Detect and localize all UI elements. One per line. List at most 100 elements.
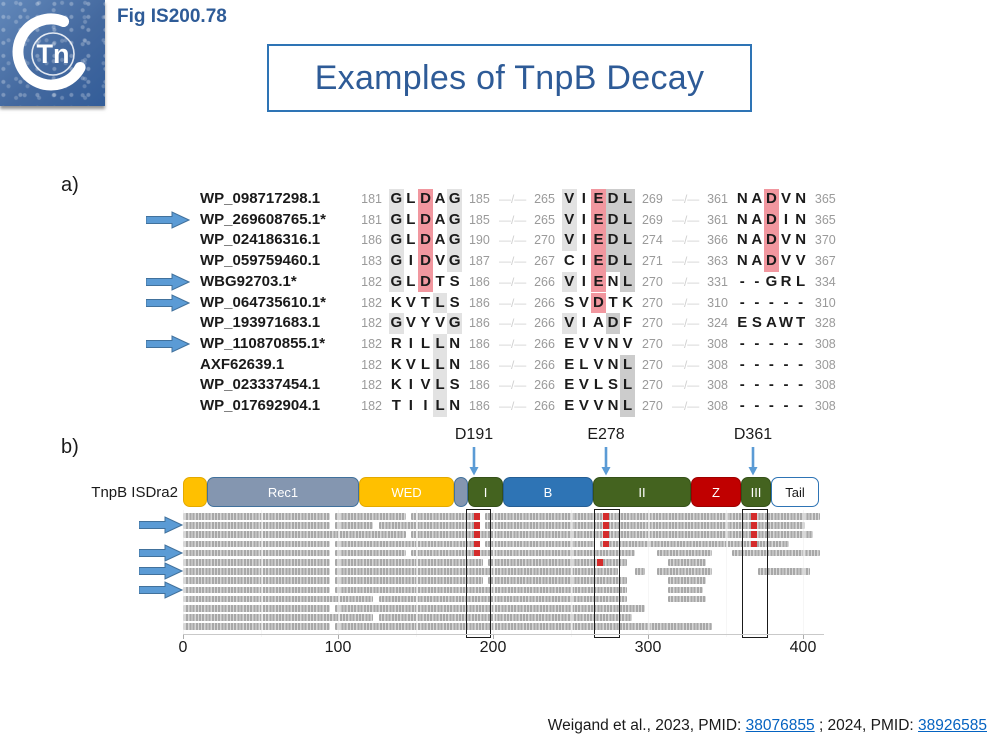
residue-cell: - [798, 334, 804, 352]
gridline-overlay [648, 510, 650, 637]
residue-column-box [742, 509, 768, 638]
coverage-segment [335, 586, 627, 594]
residue-block: ----- [735, 334, 808, 355]
coverage-segment [411, 531, 603, 538]
residue-cell: V [622, 334, 633, 352]
coverage-segment [183, 614, 373, 621]
residue-cell: - [768, 293, 774, 311]
residue-number: 190 [468, 233, 490, 248]
residue-cell: - [754, 397, 760, 414]
pmid-link-2023[interactable]: 38076855 [745, 717, 815, 734]
alignment-row: WP_193971683.1 182 G V Y V G 186 —/— 266 V I A D F 270—… [200, 313, 845, 334]
residue-cell: R [780, 272, 792, 290]
gridline-overlay [415, 510, 418, 637]
gridline-overlay [183, 510, 185, 637]
homolog-coverage-tracks [183, 509, 838, 638]
domain-iii: III [741, 477, 771, 507]
residue-number: 186 [468, 274, 490, 289]
residue-number: 182 [361, 399, 382, 413]
residue-column-box [466, 509, 491, 638]
coverage-segment [335, 540, 480, 548]
residue-cell: S [564, 293, 575, 311]
residue-cell: V [578, 334, 589, 352]
residue-cell: - [798, 355, 804, 373]
alignment-break-icon: —/— [671, 254, 700, 269]
residue-number: 182 [361, 295, 382, 310]
residue-number: 270 [641, 378, 663, 393]
coverage-segment [635, 568, 645, 575]
coverage-segment [183, 577, 330, 584]
alignment-break-icon: —/— [671, 212, 700, 227]
residue-cell: L [406, 210, 416, 228]
coverage-segment [668, 586, 703, 594]
accession-label: WP_059759460.1 [200, 252, 321, 270]
residue-number: 186 [361, 233, 382, 248]
accession-label: WP_017692904.1 [200, 397, 321, 414]
coverage-segment [488, 559, 627, 566]
alignment-row: WP_269608765.1* 181 G L D A G 185 —/— 265 V I E D L 269… [200, 209, 845, 231]
coverage-segment [485, 522, 603, 529]
highlight-arrow [145, 273, 191, 296]
residue-cell: N [449, 334, 461, 352]
coverage-segment [183, 513, 330, 520]
catalytic-residue-mark [474, 522, 480, 529]
down-arrow [469, 447, 479, 481]
residue-cell: N [449, 355, 461, 373]
residue-cell: - [754, 293, 760, 311]
accession-label: WP_024186316.1 [200, 231, 321, 249]
residue-cell: Y [420, 314, 431, 332]
residue-cell: N [449, 397, 461, 414]
accession-label: WP_193971683.1 [200, 314, 321, 332]
gridline-overlay [570, 510, 573, 637]
axis-tick-label: 400 [789, 639, 817, 656]
residue-cell: D [418, 230, 433, 252]
residue-cell: A [751, 231, 763, 249]
residue-cell: D [764, 251, 779, 272]
right-arrow-icon [145, 273, 191, 291]
residue-number: 182 [361, 378, 382, 393]
residue-cell: - [754, 334, 760, 352]
residue-cell: T [420, 293, 431, 311]
coverage-segment [485, 540, 595, 548]
residue-cell: V [561, 209, 577, 231]
svg-text:Tn: Tn [37, 39, 70, 69]
residue-number: 310 [814, 295, 836, 310]
residue-number: 274 [641, 233, 663, 248]
axis-tick-label: 200 [479, 639, 507, 656]
residue-cell: A [434, 190, 446, 207]
residue-number: 365 [814, 192, 836, 206]
residue-cell: E [564, 397, 575, 414]
coverage-segment [183, 623, 330, 630]
catalytic-residue-mark [474, 549, 480, 557]
pmid-link-2024[interactable]: 38926585 [918, 717, 987, 734]
domain-ii: II [593, 477, 691, 507]
catalytic-residue-mark [751, 513, 757, 520]
residue-number: 186 [468, 378, 490, 393]
residue-cell: G [447, 230, 462, 252]
alignment-row: WP_017692904.1 182 T I I L N 186 —/— 266 E V V N L 270—… [200, 396, 845, 417]
gridline-overlay [725, 510, 728, 637]
residue-number: 331 [707, 274, 728, 289]
residue-number: 366 [707, 233, 728, 248]
residue-cell: I [783, 210, 789, 228]
residue-cell: V [795, 252, 806, 270]
residue-cell: L [620, 354, 635, 376]
coverage-segment [335, 522, 373, 529]
residue-cell: V [593, 397, 604, 414]
coverage-segment [379, 522, 480, 529]
residue-cell: G [447, 313, 462, 334]
residue-cell: N [795, 210, 807, 228]
residue-cell: V [781, 231, 792, 249]
residue-cell: - [783, 293, 789, 311]
track-highlight-arrow [138, 581, 184, 604]
residue-number: 328 [814, 316, 836, 331]
right-arrow-icon [138, 516, 184, 535]
coverage-segment [668, 559, 706, 566]
domain-i: I [468, 477, 503, 507]
